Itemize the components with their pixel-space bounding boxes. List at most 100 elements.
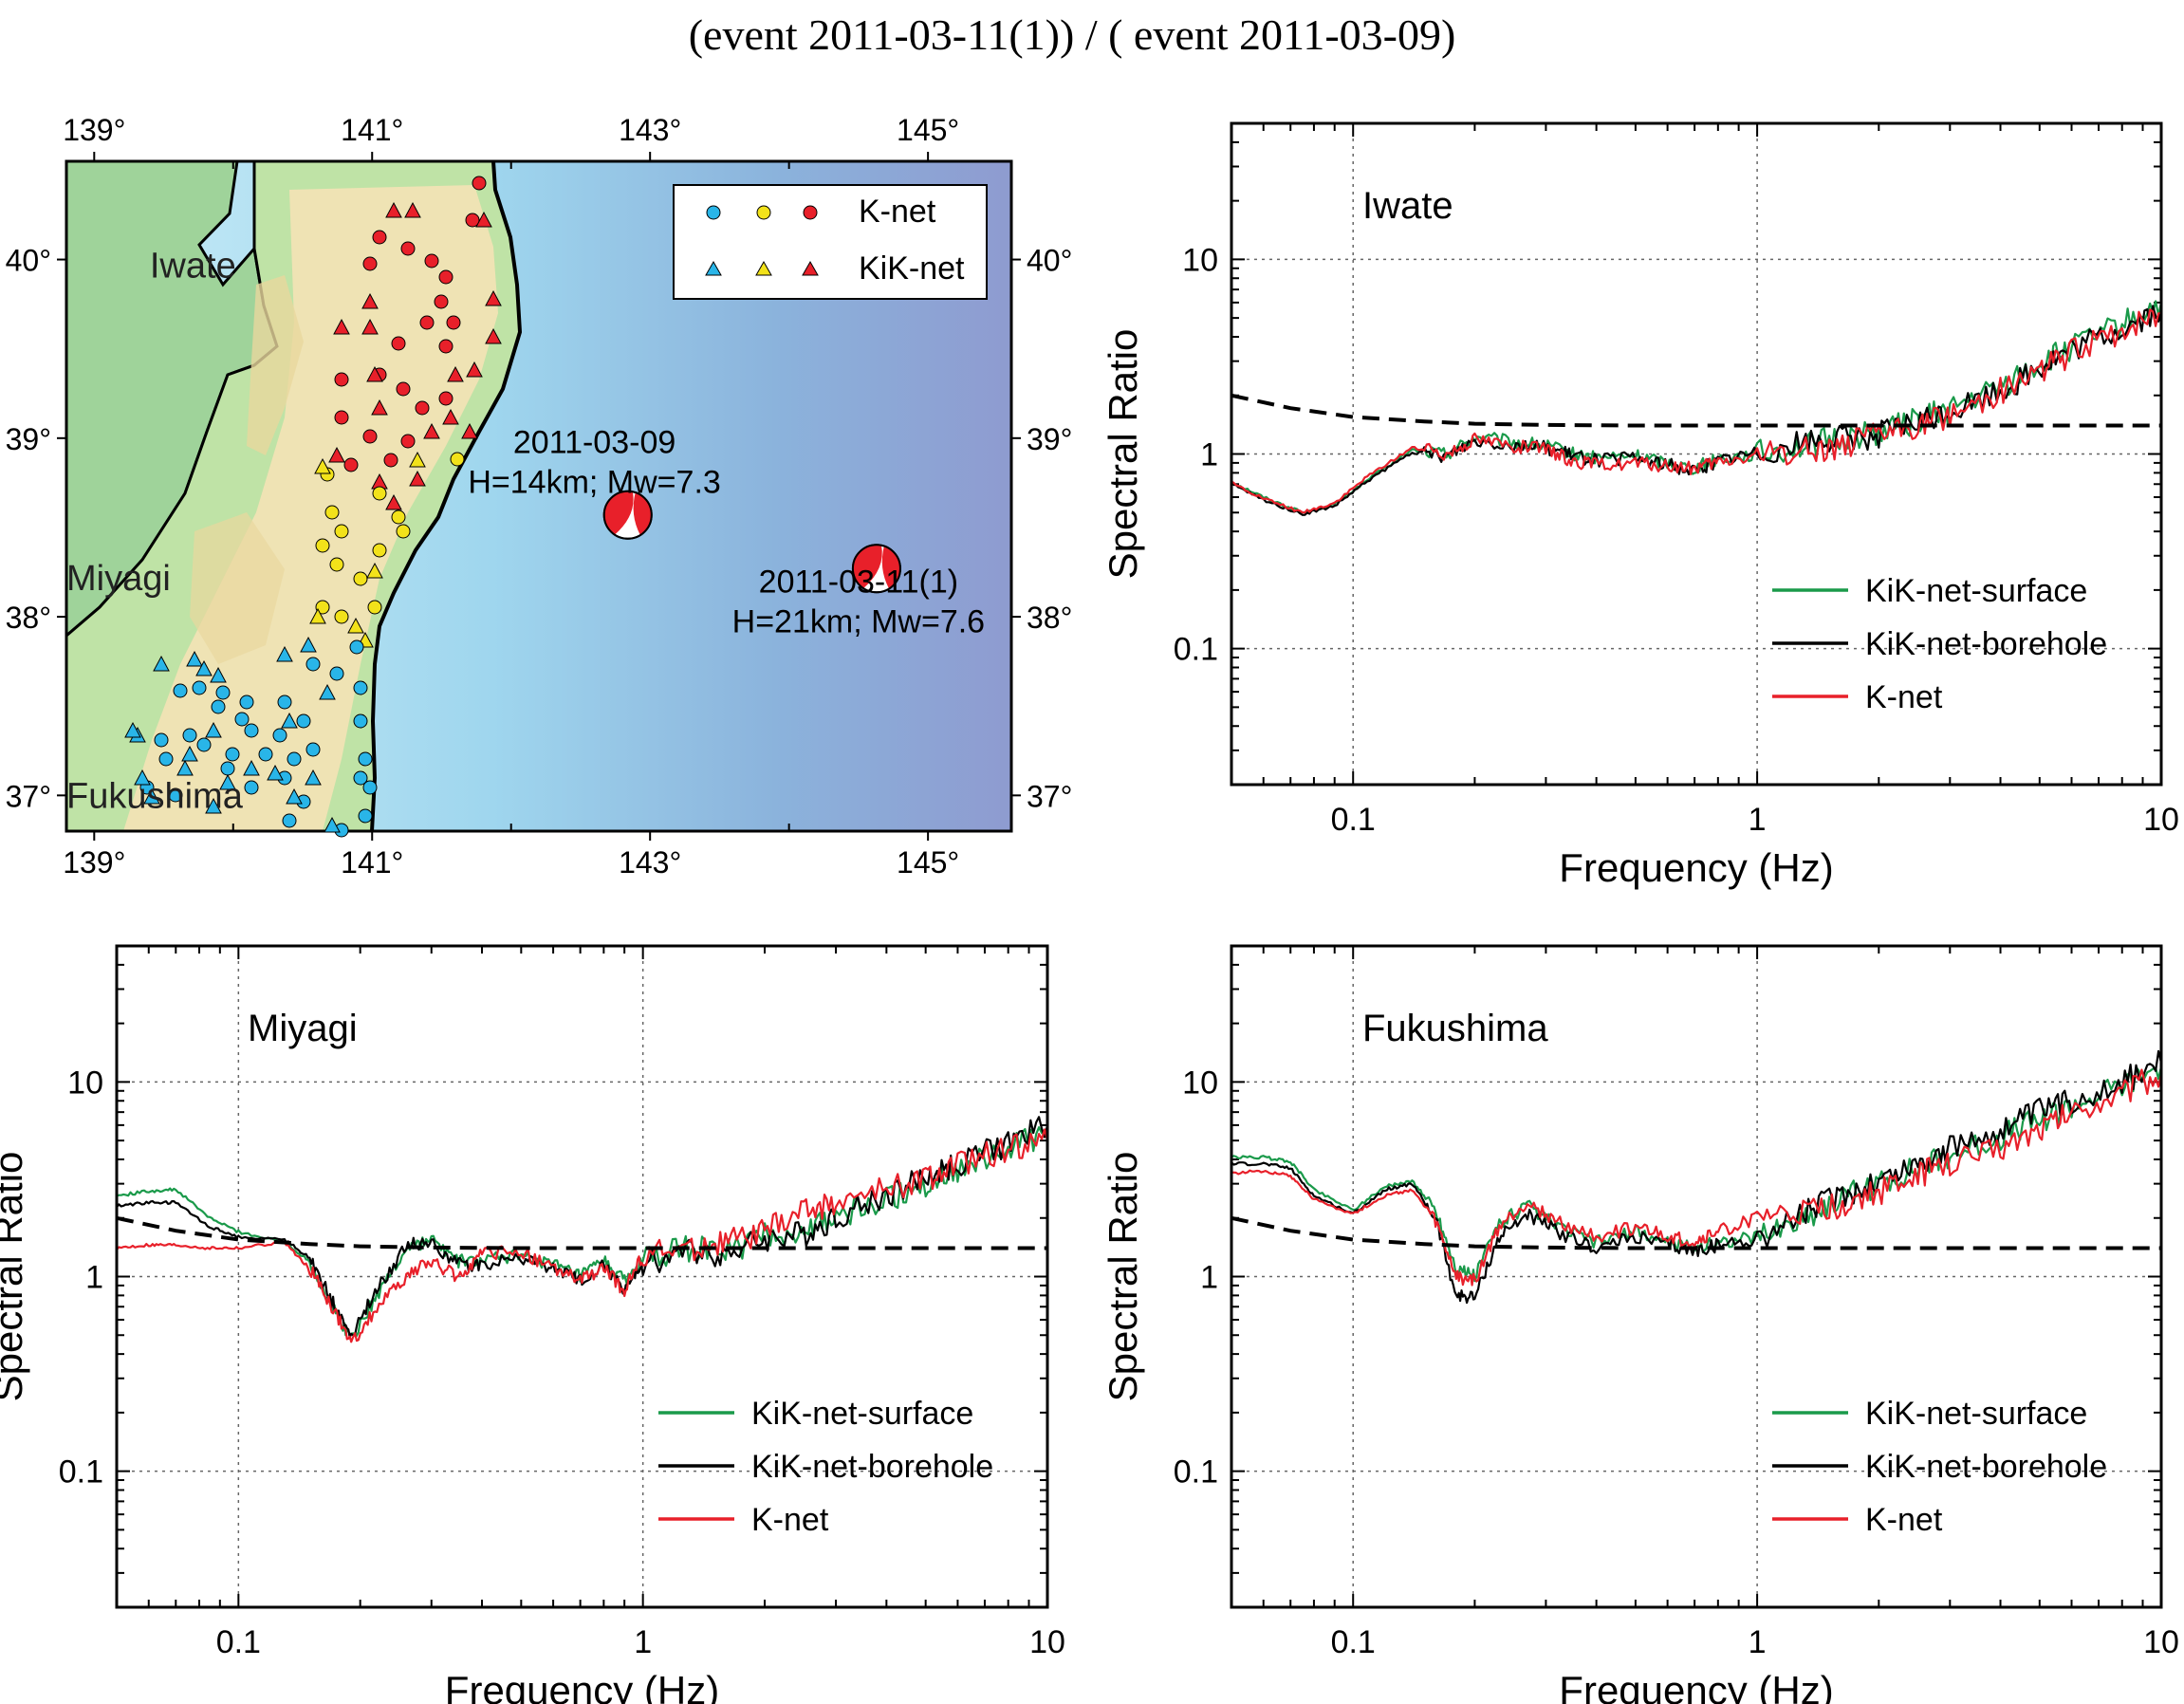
knet-station-marker: [296, 713, 311, 729]
kiknet-station-marker: [134, 769, 151, 786]
knet-station-marker: [367, 600, 382, 615]
knet-yellow-marker: [756, 205, 771, 220]
knet-station-marker: [472, 176, 487, 191]
knet-station-marker: [334, 410, 349, 425]
map-lon-label-bottom: 141°: [341, 845, 403, 880]
kiknet-station-marker: [409, 470, 426, 487]
knet-station-marker: [400, 434, 416, 449]
legend-entry-label: K-net: [1865, 1502, 1943, 1538]
knet-station-marker: [372, 543, 387, 558]
kiknet-station-marker: [305, 769, 322, 786]
knet-station-marker: [362, 256, 378, 271]
knet-station-marker: [438, 339, 453, 354]
knet-station-marker: [400, 241, 416, 256]
knet-station-marker: [334, 372, 349, 387]
y-tick-label: 1: [1200, 437, 1218, 473]
x-axis-label: Frequency (Hz): [1559, 845, 1833, 890]
knet-station-marker: [396, 524, 411, 539]
knet-station-marker: [211, 699, 226, 714]
knet-station-marker: [349, 639, 364, 655]
kiknet-station-marker: [347, 617, 364, 634]
legend-entry-label: KiK-net-borehole: [1865, 1449, 2107, 1485]
knet-station-marker: [324, 505, 340, 520]
knet-station-marker: [258, 747, 273, 762]
map-lat-label-right: 39°: [1027, 422, 1072, 456]
knet-station-marker: [244, 723, 259, 738]
knet-station-marker: [415, 400, 430, 416]
knet-station-marker: [305, 657, 321, 672]
legend-entry-label: K-net: [1865, 679, 1943, 715]
kiknet-station-marker: [385, 493, 402, 510]
map-lon-label-bottom: 145°: [897, 845, 959, 880]
legend-kiknet-label: KiK-net: [859, 250, 965, 287]
knet-station-marker: [287, 751, 302, 767]
knet-station-marker: [334, 609, 349, 624]
map-lat-label-left: 37°: [6, 779, 51, 813]
kiknet-station-marker: [361, 318, 379, 335]
kiknet-station-marker: [447, 365, 464, 382]
knet-station-marker: [391, 509, 406, 525]
knet-station-marker: [438, 391, 453, 406]
legend-entry-label: K-net: [751, 1502, 829, 1538]
kiknet-station-marker: [404, 201, 421, 218]
kiknet-station-marker: [176, 759, 194, 776]
plot-frame: [1230, 944, 2163, 1609]
knet-station-marker: [168, 787, 183, 803]
kiknet-station-marker: [276, 645, 293, 662]
kiknet-station-marker: [181, 745, 198, 762]
x-tick-label: 1: [634, 1624, 652, 1660]
kiknet-station-marker: [324, 816, 341, 833]
knet-station-marker: [173, 683, 188, 698]
knet-red-marker: [803, 205, 818, 220]
knet-station-marker: [272, 728, 287, 743]
knet-station-marker: [383, 453, 398, 468]
knet-station-marker: [353, 571, 368, 586]
map-stations: [124, 176, 502, 838]
kiknet-blue-marker: [705, 260, 722, 276]
knet-station-marker: [277, 695, 292, 710]
kiknet-station-marker: [371, 398, 388, 416]
knet-station-marker: [353, 680, 368, 695]
knet-station-marker: [182, 728, 197, 743]
map-region-label: Iwate: [150, 246, 236, 286]
y-axis-label: Spectral Ratio: [1101, 329, 1145, 580]
kiknet-yellow-marker: [755, 260, 772, 276]
map-lon-label-top: 143°: [619, 113, 681, 147]
knet-station-marker: [419, 315, 435, 330]
x-tick-label: 0.1: [1331, 802, 1376, 838]
map-lon-label-bottom: 139°: [63, 845, 125, 880]
map-events: 2011-03-09 H=14km; Mw=7.3 2011-03-11(1)H=2…: [468, 424, 985, 639]
kiknet-red-marker: [802, 260, 819, 276]
event-info-label: H=14km; Mw=7.3: [468, 464, 720, 500]
kiknet-station-marker: [361, 292, 379, 309]
map-lat-label-right: 37°: [1027, 779, 1072, 813]
series-line-k-net: [1231, 308, 2162, 514]
region-title: Iwate: [1362, 185, 1453, 227]
kiknet-station-marker: [423, 422, 440, 439]
knet-station-marker: [329, 666, 344, 681]
legend-entry-label: KiK-net-surface: [1865, 573, 2087, 609]
x-tick-label: 10: [1029, 1624, 1065, 1660]
kiknet-station-marker: [281, 712, 298, 729]
knet-station-marker: [362, 780, 378, 795]
kiknet-station-marker: [485, 327, 502, 344]
knet-station-marker: [362, 429, 378, 444]
map-lon-label-top: 139°: [63, 113, 125, 147]
event-date-label: 2011-03-09: [513, 424, 676, 460]
x-tick-label: 10: [2143, 802, 2179, 838]
region-title: Fukushima: [1362, 1008, 1548, 1049]
kiknet-station-marker: [319, 683, 336, 700]
knet-station-marker: [353, 770, 368, 786]
kiknet-station-marker: [153, 655, 170, 672]
y-axis-label: Spectral Ratio: [1101, 1152, 1145, 1402]
x-tick-label: 0.1: [1331, 1624, 1376, 1660]
knet-station-marker: [234, 712, 250, 727]
knet-station-marker: [192, 680, 207, 695]
iwate-spectral-panel: 0.1 1 10 0.1 1 10 Frequency (Hz) Spectral Ratio…: [1101, 121, 2179, 890]
knet-station-marker: [282, 813, 297, 828]
kiknet-station-marker: [210, 666, 227, 683]
knet-blue-marker: [706, 205, 721, 220]
knet-station-marker: [358, 751, 373, 767]
knet-station-marker: [446, 315, 461, 330]
kiknet-station-marker: [466, 361, 483, 378]
